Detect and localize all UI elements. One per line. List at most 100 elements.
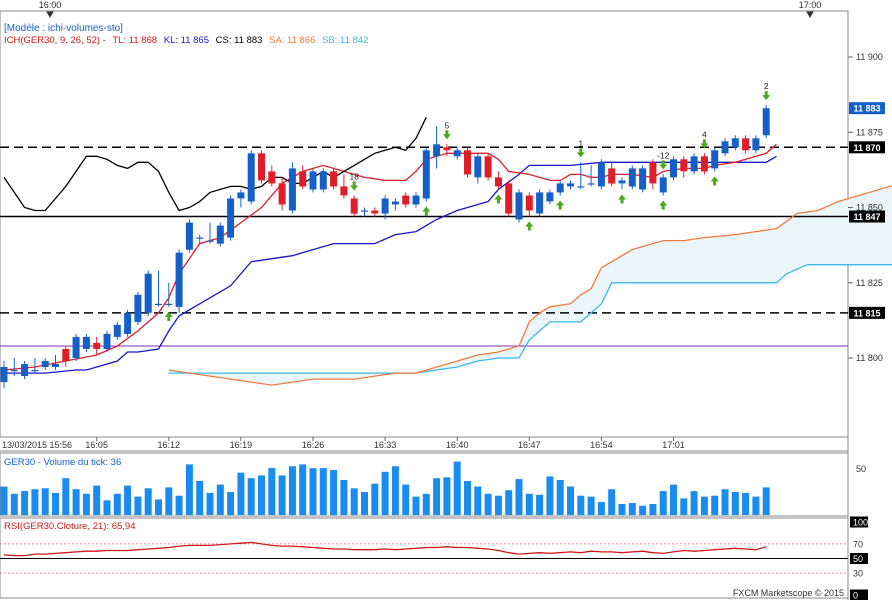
signal-down[interactable]: 2 (762, 81, 771, 101)
candle[interactable] (556, 180, 564, 196)
volume-bar[interactable] (597, 502, 605, 515)
candle[interactable] (309, 168, 317, 193)
volume-bar[interactable] (350, 488, 358, 515)
volume-bar[interactable] (742, 492, 750, 515)
candle[interactable] (700, 153, 708, 175)
candle[interactable] (31, 358, 39, 374)
candle[interactable] (752, 135, 760, 154)
price-badge-level[interactable]: 11 870 (849, 141, 885, 154)
candle[interactable] (371, 207, 379, 217)
candle[interactable] (587, 165, 595, 187)
candle[interactable] (381, 195, 389, 220)
candle[interactable] (124, 309, 132, 337)
signal-up[interactable] (164, 311, 173, 321)
candle[interactable] (72, 333, 80, 361)
candle[interactable] (742, 135, 750, 154)
volume-bar[interactable] (402, 484, 410, 515)
volume-bar[interactable] (247, 478, 255, 515)
volume-bar[interactable] (659, 491, 667, 515)
time-marker-icon[interactable] (46, 11, 54, 18)
volume-bar[interactable] (309, 468, 317, 515)
volume-bar[interactable] (319, 468, 327, 515)
volume-bar[interactable] (680, 498, 688, 515)
volume-bar[interactable] (525, 493, 533, 515)
volume-bar[interactable] (412, 496, 420, 515)
volume-bar[interactable] (93, 485, 101, 515)
candle[interactable] (134, 291, 142, 325)
time-marker-icon[interactable] (806, 11, 814, 18)
signal-up[interactable] (525, 221, 534, 231)
volume-bar[interactable] (258, 475, 265, 515)
candle[interactable] (505, 180, 513, 217)
candle[interactable] (206, 222, 214, 244)
volume-bar[interactable] (474, 486, 482, 516)
candle[interactable] (391, 198, 399, 211)
signal-down[interactable]: 4 (700, 129, 709, 149)
volume-bar[interactable] (453, 461, 461, 515)
volume-bar[interactable] (577, 495, 585, 515)
candle[interactable] (258, 150, 265, 184)
volume-bar[interactable] (278, 475, 286, 515)
volume-bar[interactable] (371, 483, 379, 515)
volume-bar[interactable] (206, 492, 214, 515)
volume-bar[interactable] (567, 486, 574, 516)
signal-up[interactable] (710, 176, 719, 186)
candle[interactable] (474, 153, 482, 184)
signal-up[interactable] (494, 194, 503, 204)
candle[interactable] (577, 162, 585, 190)
volume-bar[interactable] (505, 490, 513, 515)
candle[interactable] (494, 171, 502, 190)
volume-bar[interactable] (494, 495, 502, 515)
volume-bar[interactable] (340, 480, 348, 515)
volume-bar[interactable] (670, 484, 677, 515)
volume-bar[interactable] (103, 500, 111, 515)
candle[interactable] (690, 153, 698, 175)
volume-bar[interactable] (618, 504, 626, 515)
volume-bar[interactable] (546, 476, 554, 515)
volume-bar[interactable] (381, 471, 389, 515)
volume-bar[interactable] (515, 479, 523, 515)
volume-bar[interactable] (464, 481, 471, 515)
volume-bar[interactable] (124, 485, 132, 515)
volume-bar[interactable] (752, 496, 760, 515)
candle[interactable] (721, 138, 729, 157)
candle[interactable] (608, 162, 616, 187)
volume-bar[interactable] (299, 464, 307, 515)
chikou-span-line[interactable] (3, 116, 427, 212)
signal-down[interactable]: 18 (349, 171, 359, 191)
candle[interactable] (52, 355, 59, 370)
volume-bar[interactable] (649, 504, 657, 515)
candle[interactable] (525, 192, 533, 217)
candle[interactable] (639, 165, 647, 193)
volume-bar[interactable] (422, 493, 430, 515)
candle[interactable] (618, 177, 626, 190)
signal-down[interactable]: 1 (576, 138, 585, 158)
candle[interactable] (402, 192, 410, 208)
volume-bar[interactable] (175, 495, 183, 515)
signal-up[interactable] (618, 194, 626, 204)
signal-up[interactable] (659, 200, 668, 210)
candle[interactable] (10, 358, 18, 377)
candle[interactable] (515, 189, 523, 223)
candle[interactable] (680, 156, 688, 178)
volume-bar[interactable] (536, 494, 544, 515)
candle[interactable] (762, 105, 770, 139)
volume-bar[interactable] (711, 495, 719, 515)
volume-bar[interactable] (113, 493, 121, 515)
candle[interactable] (62, 346, 70, 367)
candle[interactable] (196, 234, 204, 244)
volume-bar[interactable] (721, 489, 729, 515)
volume-bar[interactable] (52, 492, 59, 515)
candle[interactable] (93, 336, 101, 355)
candle[interactable] (649, 159, 657, 190)
candle[interactable] (185, 219, 193, 253)
volume-bar[interactable] (227, 492, 235, 515)
candle[interactable] (216, 222, 224, 247)
candle[interactable] (175, 249, 183, 313)
candle[interactable] (155, 270, 162, 307)
candle[interactable] (288, 162, 296, 214)
candle[interactable] (113, 321, 121, 340)
volume-bar[interactable] (155, 499, 162, 515)
candle[interactable] (659, 174, 667, 196)
volume-bar[interactable] (216, 484, 224, 515)
